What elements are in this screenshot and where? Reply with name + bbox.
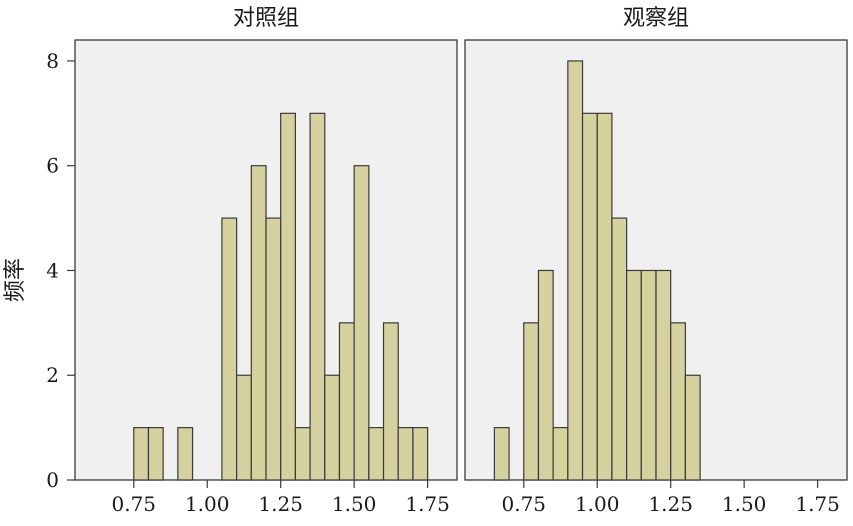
- histogram-bar: [626, 269, 642, 481]
- histogram-bar: [221, 217, 238, 481]
- x-tick-label: 1.75: [795, 492, 840, 516]
- histogram-bar: [567, 60, 584, 481]
- histogram-bar: [280, 112, 296, 481]
- x-tick-label: 1.00: [185, 492, 230, 516]
- y-tick-label: 6: [46, 154, 59, 178]
- histogram-bar: [265, 217, 282, 481]
- histogram-bar: [581, 112, 598, 481]
- histogram-bar: [294, 427, 311, 481]
- x-tick-label: 1.00: [575, 492, 620, 516]
- histogram-bar: [552, 427, 569, 481]
- panel-control-group: 对照组 0.75 1.00 1.25 1.50 1.75 0 2 4 6 8: [46, 6, 458, 516]
- panel-observation-group: 观察组 0.75 1.00 1.25 1.50 1.75: [464, 6, 848, 516]
- y-axis-title: 频率: [3, 258, 28, 302]
- histogram-bar: [133, 427, 150, 481]
- panel-title: 对照组: [233, 6, 299, 31]
- panel-title: 观察组: [623, 6, 689, 31]
- histogram-bar: [523, 322, 540, 481]
- histogram-bar: [684, 374, 701, 481]
- histogram-bar: [324, 374, 341, 481]
- y-tick-label: 4: [46, 258, 59, 282]
- histogram-bar: [611, 217, 628, 481]
- x-tick-label: 1.25: [648, 492, 693, 516]
- x-tick-label: 0.75: [502, 492, 547, 516]
- x-tick-label: 1.75: [405, 492, 450, 516]
- histogram-bar: [655, 269, 672, 481]
- histogram-bar: [236, 374, 252, 481]
- histogram-bar: [596, 112, 613, 481]
- histogram-bar: [640, 269, 657, 481]
- histogram-bar: [338, 322, 355, 481]
- histogram-bar: [670, 322, 686, 481]
- histogram-bar: [368, 427, 385, 481]
- x-tick-label: 0.75: [112, 492, 157, 516]
- histogram-bar: [147, 427, 164, 481]
- histogram-bar: [493, 427, 510, 481]
- x-tick-label: 1.25: [258, 492, 303, 516]
- y-tick-label: 0: [46, 468, 59, 492]
- y-tick-label: 2: [46, 363, 59, 387]
- y-axis-title-group: 频率: [3, 258, 28, 302]
- histogram-bar: [412, 427, 429, 481]
- histogram-bar: [537, 269, 554, 481]
- histogram-bar: [353, 165, 370, 481]
- histogram-bar: [397, 427, 414, 481]
- histogram-bar: [177, 427, 194, 481]
- histogram-bar: [309, 112, 326, 481]
- x-tick-label: 1.50: [332, 492, 377, 516]
- histogram-bar: [250, 165, 267, 481]
- y-tick-label: 8: [46, 49, 59, 73]
- x-tick-label: 1.50: [722, 492, 767, 516]
- histogram-bar: [382, 322, 399, 481]
